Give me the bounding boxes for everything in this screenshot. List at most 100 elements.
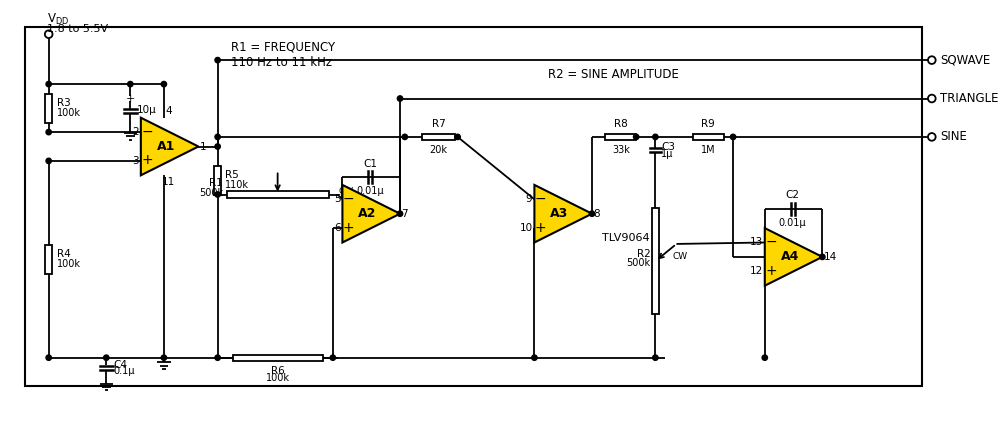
Text: 12: 12 xyxy=(749,266,763,276)
Circle shape xyxy=(455,134,461,139)
Polygon shape xyxy=(141,118,199,175)
Circle shape xyxy=(161,355,167,361)
Bar xyxy=(233,354,323,361)
Text: +: + xyxy=(765,264,777,278)
Text: R2 = SINE AMPLITUDE: R2 = SINE AMPLITUDE xyxy=(547,68,678,81)
Circle shape xyxy=(633,134,638,139)
Circle shape xyxy=(46,81,51,87)
Circle shape xyxy=(330,355,336,361)
Circle shape xyxy=(161,81,167,87)
Bar xyxy=(422,134,456,140)
Text: 11: 11 xyxy=(162,177,175,187)
Text: 100k: 100k xyxy=(266,373,290,383)
Text: R1: R1 xyxy=(210,178,223,188)
Text: −: − xyxy=(141,125,153,139)
Text: A2: A2 xyxy=(359,207,377,220)
Bar xyxy=(692,134,723,140)
Text: 110k: 110k xyxy=(226,180,250,190)
Text: 3: 3 xyxy=(132,156,139,166)
Text: R6: R6 xyxy=(271,366,285,376)
Circle shape xyxy=(215,144,221,149)
Text: 1: 1 xyxy=(200,142,207,152)
Circle shape xyxy=(46,158,51,163)
Text: R1 = FREQUENCY
110 Hz to 11 kHz: R1 = FREQUENCY 110 Hz to 11 kHz xyxy=(231,41,336,69)
Circle shape xyxy=(215,134,221,139)
Text: SQWAVE: SQWAVE xyxy=(940,54,991,66)
Circle shape xyxy=(652,134,658,139)
Circle shape xyxy=(652,355,658,361)
Circle shape xyxy=(215,355,221,361)
Text: 10µ: 10µ xyxy=(137,105,157,115)
Text: A3: A3 xyxy=(550,207,568,220)
Text: 500k: 500k xyxy=(626,258,650,268)
Circle shape xyxy=(730,134,736,139)
Text: +: + xyxy=(126,94,135,104)
Text: −: − xyxy=(534,192,546,206)
Text: 2: 2 xyxy=(132,127,139,137)
Circle shape xyxy=(398,96,403,101)
Text: 1µ: 1µ xyxy=(661,149,673,159)
Circle shape xyxy=(531,355,537,361)
Circle shape xyxy=(128,81,133,87)
Text: −: − xyxy=(765,235,777,249)
Bar xyxy=(45,245,52,274)
Text: A4: A4 xyxy=(780,250,799,264)
Text: +: + xyxy=(141,153,153,167)
Text: −: − xyxy=(343,192,355,206)
Text: +: + xyxy=(534,221,546,235)
Text: +: + xyxy=(343,221,355,235)
Text: A1: A1 xyxy=(157,140,175,153)
Text: R8: R8 xyxy=(614,119,627,129)
Text: 1.8 to 5.5V: 1.8 to 5.5V xyxy=(47,24,108,34)
Text: R4: R4 xyxy=(57,250,71,260)
Text: R5: R5 xyxy=(226,170,239,180)
Circle shape xyxy=(46,129,51,135)
Text: C4: C4 xyxy=(113,361,127,371)
Text: R9: R9 xyxy=(701,119,715,129)
Text: R2: R2 xyxy=(636,249,650,259)
Text: TRIANGLE: TRIANGLE xyxy=(940,92,999,105)
Text: CW: CW xyxy=(672,252,687,261)
Polygon shape xyxy=(534,185,592,243)
Text: C3: C3 xyxy=(661,142,675,152)
Text: TLV9064: TLV9064 xyxy=(601,232,649,243)
Text: 0.01µ: 0.01µ xyxy=(357,186,384,196)
Text: C2: C2 xyxy=(785,190,799,200)
Circle shape xyxy=(215,57,221,63)
Text: 33k: 33k xyxy=(611,145,629,155)
Text: 100k: 100k xyxy=(57,108,81,118)
Circle shape xyxy=(398,211,403,216)
Circle shape xyxy=(403,134,408,139)
Bar xyxy=(45,94,52,122)
Polygon shape xyxy=(343,185,400,243)
Bar xyxy=(214,166,221,194)
Text: 100k: 100k xyxy=(57,259,81,269)
Circle shape xyxy=(215,192,221,197)
Text: 10: 10 xyxy=(519,223,532,233)
Text: C1: C1 xyxy=(364,159,378,169)
Bar xyxy=(227,191,329,198)
Polygon shape xyxy=(765,228,822,286)
Text: 13: 13 xyxy=(749,237,763,247)
Text: 0.1µ: 0.1µ xyxy=(113,366,135,376)
Circle shape xyxy=(46,355,51,361)
Bar xyxy=(605,134,636,140)
Text: 500k: 500k xyxy=(199,187,223,198)
Circle shape xyxy=(762,355,767,361)
Text: 9: 9 xyxy=(525,194,532,205)
Text: 6: 6 xyxy=(334,223,341,233)
Text: 1M: 1M xyxy=(701,145,715,155)
Text: 0.01µ: 0.01µ xyxy=(779,218,806,228)
Text: CW: CW xyxy=(339,187,354,196)
Text: R7: R7 xyxy=(432,119,446,129)
Text: 7: 7 xyxy=(402,209,408,218)
Text: 5: 5 xyxy=(334,194,341,205)
Text: 14: 14 xyxy=(824,252,837,262)
Circle shape xyxy=(104,355,109,361)
Text: 20k: 20k xyxy=(430,145,448,155)
Circle shape xyxy=(589,211,594,216)
Circle shape xyxy=(820,254,825,260)
Bar xyxy=(652,208,658,314)
Bar xyxy=(25,27,922,386)
Text: 8: 8 xyxy=(593,209,600,218)
